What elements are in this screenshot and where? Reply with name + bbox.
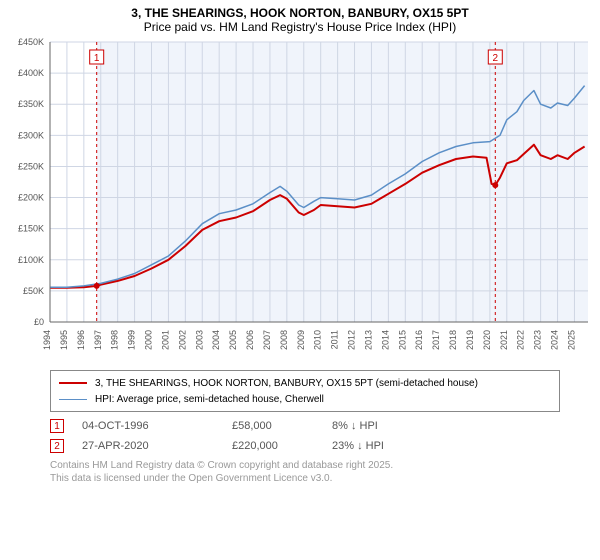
svg-text:2000: 2000 xyxy=(144,330,154,350)
svg-text:2024: 2024 xyxy=(550,330,560,350)
svg-text:1995: 1995 xyxy=(59,330,69,350)
svg-text:2018: 2018 xyxy=(448,330,458,350)
legend: 3, THE SHEARINGS, HOOK NORTON, BANBURY, … xyxy=(50,370,560,412)
svg-text:2021: 2021 xyxy=(499,330,509,350)
attribution-line-2: This data is licensed under the Open Gov… xyxy=(50,473,560,486)
svg-text:2009: 2009 xyxy=(296,330,306,350)
svg-text:1994: 1994 xyxy=(42,330,52,350)
svg-text:£350K: £350K xyxy=(18,99,44,109)
legend-label: HPI: Average price, semi-detached house,… xyxy=(95,394,324,405)
legend-item-hpi: HPI: Average price, semi-detached house,… xyxy=(59,391,551,407)
chart-title-block: 3, THE SHEARINGS, HOOK NORTON, BANBURY, … xyxy=(0,0,600,36)
svg-text:1999: 1999 xyxy=(127,330,137,350)
svg-text:2017: 2017 xyxy=(431,330,441,350)
price-chart: £0 £50K £100K £150K £200K £250K £300K £350K £400… xyxy=(0,36,600,366)
svg-text:£50K: £50K xyxy=(23,286,44,296)
svg-text:2023: 2023 xyxy=(533,330,543,350)
svg-text:2004: 2004 xyxy=(211,330,221,350)
marker-price: £58,000 xyxy=(232,420,332,432)
marker-badge-1: 1 xyxy=(50,419,64,433)
svg-text:£250K: £250K xyxy=(18,161,44,171)
title-line-2: Price paid vs. HM Land Registry's House … xyxy=(0,20,600,34)
legend-swatch-red xyxy=(59,382,87,384)
svg-text:£0: £0 xyxy=(34,317,44,327)
svg-text:2008: 2008 xyxy=(279,330,289,350)
svg-text:2020: 2020 xyxy=(482,330,492,350)
svg-text:2002: 2002 xyxy=(177,330,187,350)
legend-label: 3, THE SHEARINGS, HOOK NORTON, BANBURY, … xyxy=(95,378,478,389)
svg-text:2025: 2025 xyxy=(566,330,576,350)
svg-text:2005: 2005 xyxy=(228,330,238,350)
legend-item-price-paid: 3, THE SHEARINGS, HOOK NORTON, BANBURY, … xyxy=(59,375,551,391)
svg-text:£450K: £450K xyxy=(18,37,44,47)
svg-text:2011: 2011 xyxy=(330,330,340,349)
svg-text:£200K: £200K xyxy=(18,193,44,203)
marker-date: 27-APR-2020 xyxy=(82,440,232,452)
svg-text:£400K: £400K xyxy=(18,68,44,78)
svg-text:1997: 1997 xyxy=(93,330,103,350)
attribution: Contains HM Land Registry data © Crown c… xyxy=(50,460,560,485)
svg-text:2012: 2012 xyxy=(347,330,357,350)
marker-row-1: 1 04-OCT-1996 £58,000 8% ↓ HPI xyxy=(50,416,560,436)
marker-badge-2: 2 xyxy=(50,439,64,453)
marker-date: 04-OCT-1996 xyxy=(82,420,232,432)
svg-text:2013: 2013 xyxy=(363,330,373,350)
svg-text:1998: 1998 xyxy=(110,330,120,350)
svg-text:2006: 2006 xyxy=(245,330,255,350)
attribution-line-1: Contains HM Land Registry data © Crown c… xyxy=(50,460,560,473)
svg-text:£300K: £300K xyxy=(18,130,44,140)
svg-text:1: 1 xyxy=(94,53,100,64)
title-line-1: 3, THE SHEARINGS, HOOK NORTON, BANBURY, … xyxy=(0,6,600,20)
svg-text:2010: 2010 xyxy=(313,330,323,350)
svg-text:2: 2 xyxy=(493,53,499,64)
svg-text:2019: 2019 xyxy=(465,330,475,350)
svg-text:2015: 2015 xyxy=(397,330,407,350)
svg-text:2022: 2022 xyxy=(516,330,526,350)
svg-text:2007: 2007 xyxy=(262,330,272,350)
marker-price: £220,000 xyxy=(232,440,332,452)
svg-text:2014: 2014 xyxy=(380,330,390,350)
marker-pct: 23% ↓ HPI xyxy=(332,440,452,452)
legend-swatch-blue xyxy=(59,399,87,400)
svg-text:£150K: £150K xyxy=(18,224,44,234)
marker-table: 1 04-OCT-1996 £58,000 8% ↓ HPI 2 27-APR-… xyxy=(50,416,560,456)
svg-text:2001: 2001 xyxy=(160,330,170,350)
svg-text:2003: 2003 xyxy=(194,330,204,350)
marker-pct: 8% ↓ HPI xyxy=(332,420,452,432)
svg-text:1996: 1996 xyxy=(76,330,86,350)
svg-text:2016: 2016 xyxy=(414,330,424,350)
marker-row-2: 2 27-APR-2020 £220,000 23% ↓ HPI xyxy=(50,436,560,456)
svg-text:£100K: £100K xyxy=(18,255,44,265)
